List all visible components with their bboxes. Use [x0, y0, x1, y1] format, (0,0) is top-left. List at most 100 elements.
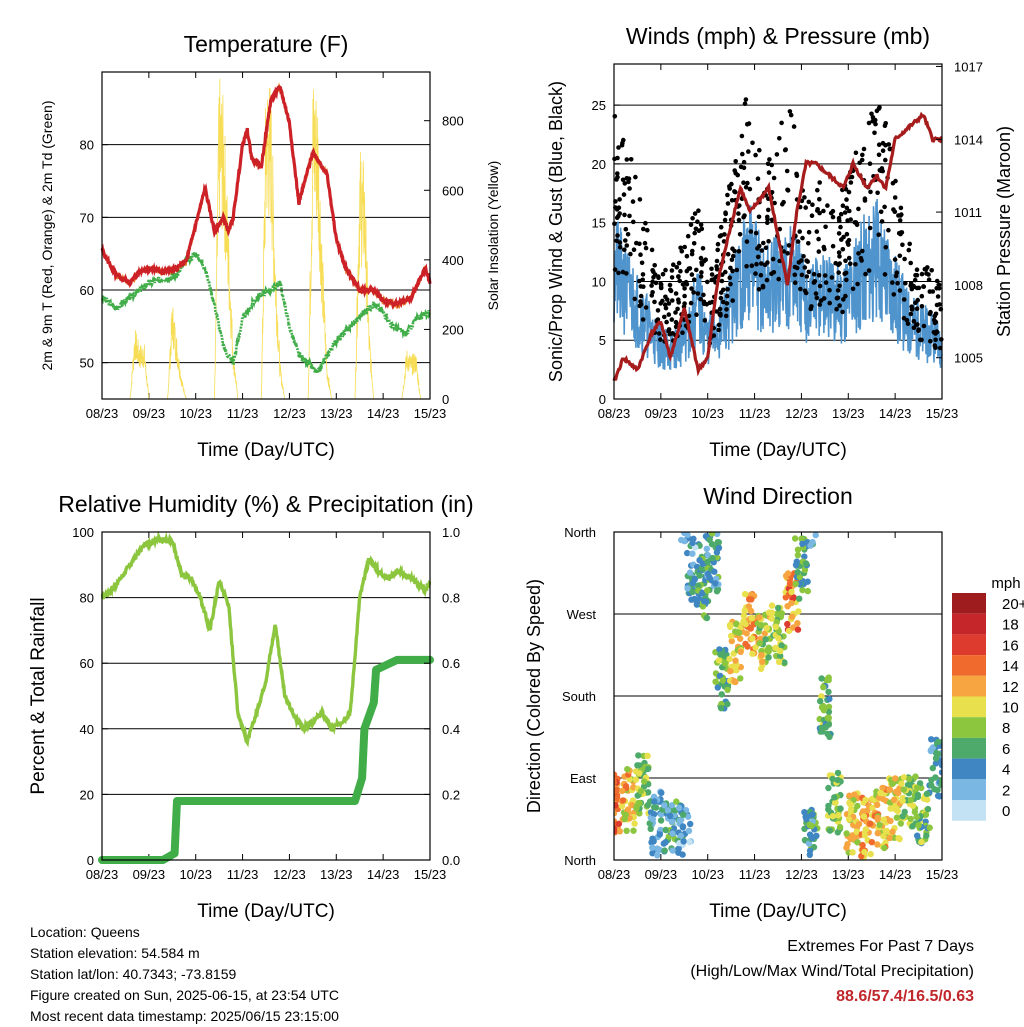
direction-point: [854, 839, 861, 846]
gust-point: [709, 272, 715, 277]
station-info: Location: Queens Station elevation: 54.5…: [30, 922, 339, 1027]
gust-point: [758, 272, 764, 278]
legend-swatch: [952, 655, 986, 676]
gust-point: [698, 274, 704, 279]
gust-point: [771, 270, 777, 275]
gust-point: [837, 254, 842, 259]
gust-point: [843, 270, 849, 276]
direction-point: [877, 789, 884, 797]
direction-point: [938, 782, 942, 789]
gust-point: [705, 279, 710, 285]
gust-point: [754, 261, 759, 267]
gust-point: [735, 172, 740, 178]
direction-point: [881, 844, 888, 852]
gust-point: [786, 243, 792, 248]
gust-point: [628, 251, 633, 257]
gust-point: [830, 214, 836, 220]
direction-point: [651, 798, 658, 805]
direction-point: [911, 808, 919, 816]
gust-point: [795, 239, 801, 244]
gust-point: [663, 294, 668, 300]
gust-point: [747, 186, 753, 192]
direction-point: [907, 815, 914, 823]
gust-point: [701, 258, 707, 264]
gust-point: [658, 282, 664, 287]
gust-point: [878, 168, 884, 173]
y-tick-label: 80: [80, 591, 94, 606]
legend-label: 8: [1002, 720, 1010, 737]
gust-point: [845, 218, 850, 223]
direction-point: [847, 806, 855, 813]
direction-point: [733, 621, 740, 628]
direction-point: [892, 806, 900, 813]
direction-point: [798, 535, 805, 542]
direction-point: [804, 578, 811, 585]
direction-point: [718, 705, 725, 712]
gust-point: [886, 142, 892, 147]
direction-point: [932, 760, 940, 767]
gust-point: [633, 174, 638, 180]
gust-point: [897, 218, 903, 223]
gust-point: [838, 211, 844, 217]
gust-point: [725, 287, 730, 292]
chart-title: Wind Direction: [703, 483, 853, 509]
direction-point: [686, 569, 694, 576]
direction-point: [861, 848, 868, 856]
legend-swatch: [952, 634, 986, 656]
gust-point: [834, 306, 839, 312]
direction-point: [847, 835, 854, 842]
gust-point: [744, 264, 749, 269]
direction-point: [784, 620, 791, 628]
direction-point: [632, 776, 640, 783]
direction-point: [658, 811, 665, 818]
gust-point: [677, 278, 682, 284]
gust-point: [792, 280, 798, 286]
direction-point: [704, 552, 711, 559]
gust-point: [837, 283, 842, 289]
gust-point: [614, 215, 620, 220]
gust-point: [666, 327, 672, 332]
direction-point: [732, 657, 739, 664]
gust-point: [769, 162, 774, 168]
x-tick-label: 14/23: [879, 406, 912, 421]
direction-point: [650, 793, 658, 800]
gust-point: [816, 273, 822, 278]
gust-point: [914, 267, 920, 273]
gust-point: [932, 313, 938, 319]
direction-point: [715, 544, 723, 552]
extremes-values: 88.6/57.4/16.5/0.63: [836, 988, 974, 1005]
gust-point: [872, 117, 878, 123]
direction-point: [746, 596, 753, 603]
gust-point: [666, 312, 672, 317]
direction-point: [726, 655, 733, 663]
gust-point: [630, 199, 636, 204]
precip-series: [98, 655, 434, 864]
direction-point: [714, 532, 721, 538]
gust-point: [678, 268, 683, 274]
gust-point: [901, 297, 907, 302]
y-right-tick-label: 1014: [954, 132, 983, 147]
gust-point: [688, 300, 694, 306]
gust-point: [615, 171, 620, 176]
gust-point: [891, 292, 897, 297]
gust-point: [765, 260, 770, 265]
y-tick-label: 40: [80, 722, 94, 737]
direction-point: [728, 637, 735, 645]
direction-point: [893, 814, 901, 821]
direction-point: [719, 677, 727, 684]
x-tick-label: 15/23: [414, 406, 447, 421]
gust-point: [890, 180, 896, 186]
direction-point: [907, 797, 914, 804]
gust-point: [827, 287, 832, 293]
gust-point: [869, 111, 874, 117]
gust-point: [731, 253, 736, 259]
direction-point: [825, 708, 833, 716]
gust-point: [850, 286, 856, 292]
direction-point: [781, 659, 788, 666]
y-right-tick-label: 1017: [954, 59, 983, 74]
gust-point: [892, 195, 898, 200]
gust-point: [916, 328, 921, 334]
direction-point: [677, 832, 685, 840]
direction-point: [808, 822, 815, 830]
gust-point: [755, 176, 761, 181]
